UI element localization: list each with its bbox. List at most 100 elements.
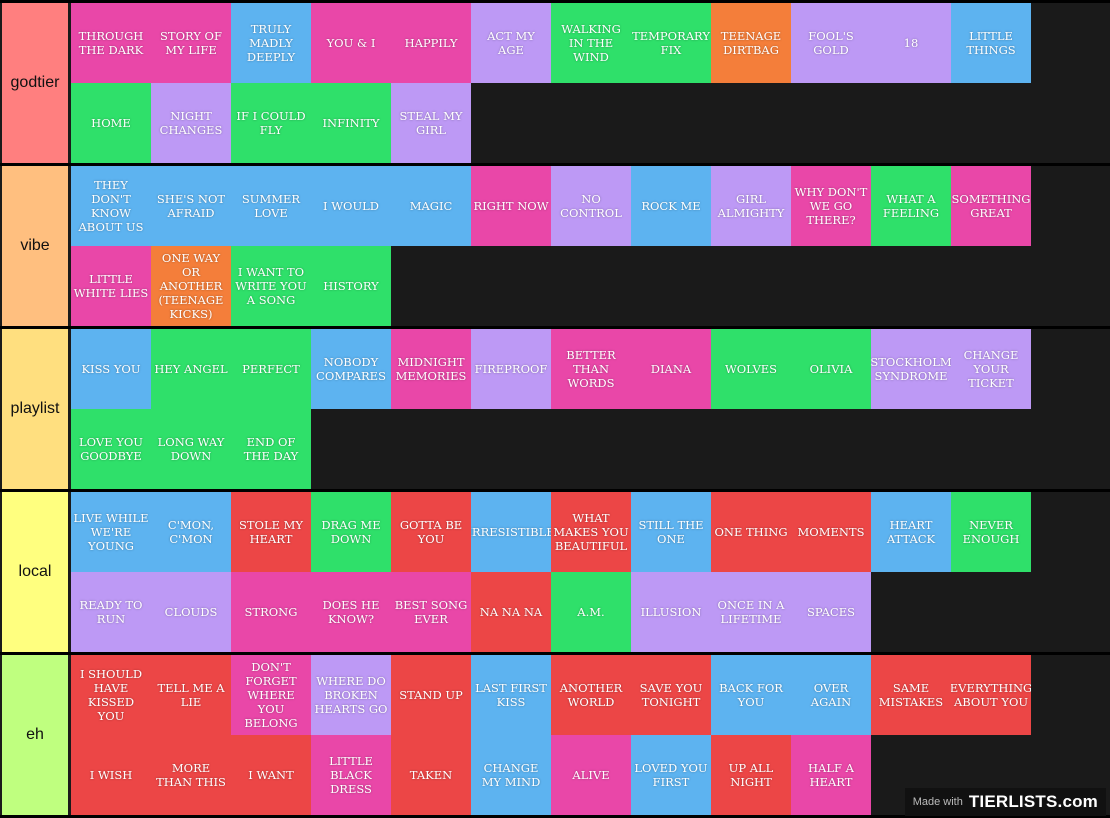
song-tile[interactable]: WOLVES [711,329,791,409]
song-tile[interactable]: CHANGE YOUR TICKET [951,329,1031,409]
song-tile[interactable]: THEY DON'T KNOW ABOUT US [71,166,151,246]
song-tile[interactable]: THROUGH THE DARK [71,3,151,83]
song-tile[interactable]: BEST SONG EVER [391,572,471,652]
song-tile[interactable]: LAST FIRST KISS [471,655,551,735]
song-tile[interactable]: I WOULD [311,166,391,246]
song-tile[interactable]: STORY OF MY LIFE [151,3,231,83]
song-tile[interactable]: HALF A HEART [791,735,871,815]
song-tile[interactable]: CHANGE MY MIND [471,735,551,815]
song-tile[interactable]: MOMENTS [791,492,871,572]
song-tile[interactable]: NIGHT CHANGES [151,83,231,163]
tierlists-watermark[interactable]: Made with TIERLISTS.com [904,788,1106,816]
song-tile[interactable]: READY TO RUN [71,572,151,652]
song-tile[interactable]: CLOUDS [151,572,231,652]
song-tile[interactable]: ROCK ME [631,166,711,246]
song-tile[interactable]: ANOTHER WORLD [551,655,631,735]
song-tile[interactable]: OLIVIA [791,329,871,409]
song-tile[interactable]: NO CONTROL [551,166,631,246]
song-tile[interactable]: LITTLE THINGS [951,3,1031,83]
song-tile[interactable]: MAGIC [391,166,471,246]
song-tile[interactable]: STRONG [231,572,311,652]
song-tile[interactable]: TELL ME A LIE [151,655,231,735]
song-tile[interactable]: KISS YOU [71,329,151,409]
song-tile[interactable]: OVER AGAIN [791,655,871,735]
song-tile[interactable]: YOU & I [311,3,391,83]
song-tile[interactable]: BACK FOR YOU [711,655,791,735]
song-tile[interactable]: TRULY MADLY DEEPLY [231,3,311,83]
song-tile[interactable]: FIREPROOF [471,329,551,409]
song-tile[interactable]: LITTLE BLACK DRESS [311,735,391,815]
song-tile[interactable]: LOVED YOU FIRST [631,735,711,815]
song-tile[interactable]: NEVER ENOUGH [951,492,1031,572]
song-tile[interactable]: ONCE IN A LIFETIME [711,572,791,652]
song-tile[interactable]: MORE THAN THIS [151,735,231,815]
song-tile[interactable]: NA NA NA [471,572,551,652]
song-tile[interactable]: WHY DON'T WE GO THERE? [791,166,871,246]
tier-label[interactable]: playlist [2,329,68,489]
song-tile[interactable]: ONE THING [711,492,791,572]
song-tile[interactable]: HEY ANGEL [151,329,231,409]
song-tile[interactable]: STEAL MY GIRL [391,83,471,163]
song-tile[interactable]: TEENAGE DIRTBAG [711,3,791,83]
song-tile[interactable]: SUMMER LOVE [231,166,311,246]
song-tile[interactable]: EVERYTHING ABOUT YOU [951,655,1031,735]
song-tile[interactable]: MIDNIGHT MEMORIES [391,329,471,409]
song-tile[interactable]: HEART ATTACK [871,492,951,572]
song-tile[interactable]: WHAT A FEELING [871,166,951,246]
song-tile[interactable]: FOOL'S GOLD [791,3,871,83]
song-tile[interactable]: IRRESISTIBLE [471,492,551,572]
song-tile[interactable]: DON'T FORGET WHERE YOU BELONG [231,655,311,735]
song-tile[interactable]: ILLUSION [631,572,711,652]
song-tile[interactable]: LONG WAY DOWN [151,409,231,489]
song-tile[interactable]: WHERE DO BROKEN HEARTS GO [311,655,391,735]
song-tile[interactable]: WHAT MAKES YOU BEAUTIFUL [551,492,631,572]
song-tile[interactable]: NOBODY COMPARES [311,329,391,409]
tier-row-2: playlist KISS YOU HEY ANGEL PERFECT NOBODY C… [0,329,1110,489]
tier-label[interactable]: eh [2,655,68,815]
song-tile[interactable]: DIANA [631,329,711,409]
tier-label[interactable]: vibe [2,166,68,326]
song-tile[interactable]: DOES HE KNOW? [311,572,391,652]
song-tile[interactable]: SAME MISTAKES [871,655,951,735]
song-tile[interactable]: SPACES [791,572,871,652]
song-tile[interactable]: ONE WAY OR ANOTHER (TEENAGE KICKS) [151,246,231,326]
song-tile[interactable]: LITTLE WHITE LIES [71,246,151,326]
song-tile[interactable]: STOLE MY HEART [231,492,311,572]
song-tile[interactable]: I WANT [231,735,311,815]
song-tile[interactable]: I SHOULD HAVE KISSED YOU [71,655,151,735]
song-tile[interactable]: TEMPORARY FIX [631,3,711,83]
song-tile[interactable]: I WISH [71,735,151,815]
tier-label[interactable]: godtier [2,3,68,163]
song-tile[interactable]: BETTER THAN WORDS [551,329,631,409]
song-tile[interactable]: RIGHT NOW [471,166,551,246]
song-tile[interactable]: TAKEN [391,735,471,815]
tier-items: THROUGH THE DARK STORY OF MY LIFE TRULY MA… [71,3,1031,163]
song-tile[interactable]: C'MON, C'MON [151,492,231,572]
song-tile[interactable]: GIRL ALMIGHTY [711,166,791,246]
song-tile[interactable]: IF I COULD FLY [231,83,311,163]
song-tile[interactable]: HOME [71,83,151,163]
song-tile[interactable]: HISTORY [311,246,391,326]
song-tile[interactable]: SHE'S NOT AFRAID [151,166,231,246]
song-tile[interactable]: A.M. [551,572,631,652]
song-tile[interactable]: SAVE YOU TONIGHT [631,655,711,735]
song-tile[interactable]: I WANT TO WRITE YOU A SONG [231,246,311,326]
song-tile[interactable]: WALKING IN THE WIND [551,3,631,83]
song-tile[interactable]: PERFECT [231,329,311,409]
song-tile[interactable]: ACT MY AGE [471,3,551,83]
song-tile[interactable]: HAPPILY [391,3,471,83]
song-tile[interactable]: DRAG ME DOWN [311,492,391,572]
song-tile[interactable]: LOVE YOU GOODBYE [71,409,151,489]
song-tile[interactable]: STAND UP [391,655,471,735]
song-tile[interactable]: 18 [871,3,951,83]
song-tile[interactable]: STILL THE ONE [631,492,711,572]
song-tile[interactable]: INFINITY [311,83,391,163]
song-tile[interactable]: SOMETHING GREAT [951,166,1031,246]
song-tile[interactable]: UP ALL NIGHT [711,735,791,815]
song-tile[interactable]: GOTTA BE YOU [391,492,471,572]
song-tile[interactable]: END OF THE DAY [231,409,311,489]
tier-label[interactable]: local [2,492,68,652]
song-tile[interactable]: LIVE WHILE WE'RE YOUNG [71,492,151,572]
song-tile[interactable]: STOCKHOLM SYNDROME [871,329,951,409]
song-tile[interactable]: ALIVE [551,735,631,815]
